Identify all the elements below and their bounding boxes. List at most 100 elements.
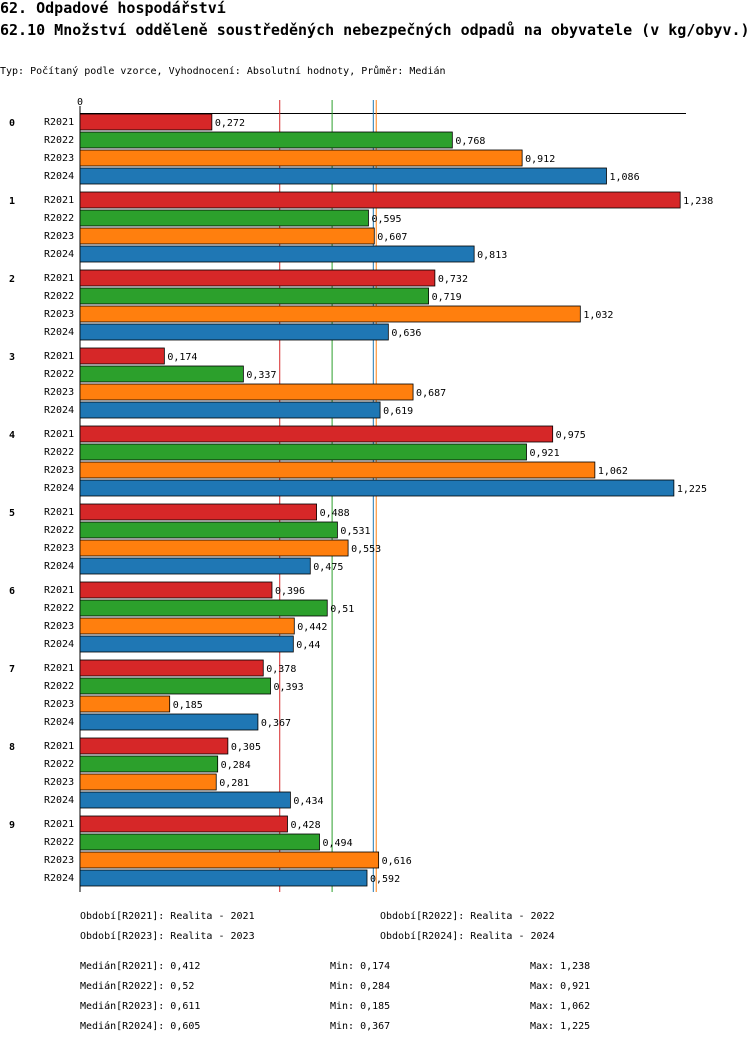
value-label: 0,475 xyxy=(313,562,343,573)
series-label: R2022 xyxy=(44,369,74,380)
value-label: 0,434 xyxy=(293,796,323,807)
series-label: R2021 xyxy=(44,429,74,440)
value-label: 0,595 xyxy=(371,214,401,225)
series-label: R2021 xyxy=(44,663,74,674)
bar xyxy=(79,461,596,479)
bar xyxy=(79,323,389,341)
series-label: R2021 xyxy=(44,741,74,752)
group-label: 2 xyxy=(9,274,15,285)
value-label: 0,687 xyxy=(416,388,446,399)
group-label: 1 xyxy=(9,196,15,207)
bar xyxy=(79,737,229,755)
median-label: Medián[R2022]: 0,52 xyxy=(80,980,194,992)
group-label: 0 xyxy=(9,118,15,129)
section-title: 62. Odpadové hospodářství xyxy=(0,0,226,17)
value-label: 0,396 xyxy=(275,586,305,597)
bar xyxy=(79,521,338,539)
value-label: 0,619 xyxy=(383,406,413,417)
value-label: 0,305 xyxy=(231,742,261,753)
value-label: 0,616 xyxy=(382,856,412,867)
series-label: R2022 xyxy=(44,681,74,692)
series-label: R2022 xyxy=(44,837,74,848)
series-label: R2023 xyxy=(44,699,74,710)
bar xyxy=(79,815,288,833)
value-label: 0,813 xyxy=(477,250,507,261)
max-label: Max: 1,062 xyxy=(530,1001,590,1012)
value-label: 1,032 xyxy=(583,310,613,321)
series-label: R2022 xyxy=(44,213,74,224)
value-label: 1,238 xyxy=(683,196,713,207)
bar xyxy=(79,503,317,521)
median-label: Medián[R2023]: 0,611 xyxy=(80,1000,200,1012)
bar xyxy=(79,635,294,653)
bar xyxy=(79,869,368,887)
series-label: R2024 xyxy=(44,483,74,494)
series-label: R2021 xyxy=(44,273,74,284)
value-label: 0,51 xyxy=(330,604,354,615)
bar xyxy=(79,599,328,617)
bar xyxy=(79,443,527,461)
series-label: R2022 xyxy=(44,603,74,614)
bar xyxy=(79,617,295,635)
bar xyxy=(79,287,429,305)
bar xyxy=(79,305,581,323)
series-label: R2024 xyxy=(44,795,74,806)
min-label: Min: 0,367 xyxy=(330,1021,390,1032)
legend-label: Období[R2022]: Realita - 2022 xyxy=(380,910,555,922)
value-label: 0,975 xyxy=(556,430,586,441)
bar xyxy=(79,791,291,809)
value-label: 0,494 xyxy=(322,838,352,849)
bar xyxy=(79,851,380,869)
value-label: 0,912 xyxy=(525,154,555,165)
bar xyxy=(79,269,436,287)
max-label: Max: 1,225 xyxy=(530,1021,590,1032)
value-label: 0,393 xyxy=(274,682,304,693)
series-label: R2022 xyxy=(44,759,74,770)
min-label: Min: 0,284 xyxy=(330,981,390,992)
series-label: R2023 xyxy=(44,231,74,242)
median-label: Medián[R2024]: 0,605 xyxy=(80,1020,200,1032)
bar xyxy=(79,713,259,731)
series-label: R2021 xyxy=(44,507,74,518)
bar xyxy=(79,659,264,677)
value-label: 1,086 xyxy=(609,172,639,183)
series-label: R2024 xyxy=(44,873,74,884)
value-label: 0,531 xyxy=(340,526,370,537)
group-label: 4 xyxy=(9,430,15,441)
series-label: R2023 xyxy=(44,387,74,398)
bar xyxy=(79,539,349,557)
value-label: 0,337 xyxy=(246,370,276,381)
bar xyxy=(79,347,165,365)
bar xyxy=(79,209,369,227)
bar xyxy=(79,479,675,497)
bar xyxy=(79,773,217,791)
series-label: R2021 xyxy=(44,351,74,362)
value-label: 0,488 xyxy=(320,508,350,519)
bar xyxy=(79,227,375,245)
legend-label: Období[R2021]: Realita - 2021 xyxy=(80,910,255,922)
series-label: R2023 xyxy=(44,777,74,788)
value-label: 0,281 xyxy=(219,778,249,789)
group-label: 6 xyxy=(9,586,15,597)
series-label: R2022 xyxy=(44,447,74,458)
group-label: 5 xyxy=(9,508,15,519)
chart-subtitle: Typ: Počítaný podle vzorce, Vyhodnocení:… xyxy=(0,66,446,77)
value-label: 0,719 xyxy=(432,292,462,303)
bar xyxy=(79,581,273,599)
value-label: 0,272 xyxy=(215,118,245,129)
bar xyxy=(79,191,681,209)
legend-label: Období[R2024]: Realita - 2024 xyxy=(380,930,555,942)
bar xyxy=(79,131,453,149)
series-label: R2023 xyxy=(44,465,74,476)
bar xyxy=(79,755,219,773)
series-label: R2024 xyxy=(44,561,74,572)
median-label: Medián[R2021]: 0,412 xyxy=(80,960,200,972)
series-label: R2023 xyxy=(44,855,74,866)
series-label: R2021 xyxy=(44,195,74,206)
series-label: R2022 xyxy=(44,135,74,146)
bar xyxy=(79,383,414,401)
bar xyxy=(79,833,320,851)
min-label: Min: 0,185 xyxy=(330,1001,390,1012)
bar xyxy=(79,401,381,419)
